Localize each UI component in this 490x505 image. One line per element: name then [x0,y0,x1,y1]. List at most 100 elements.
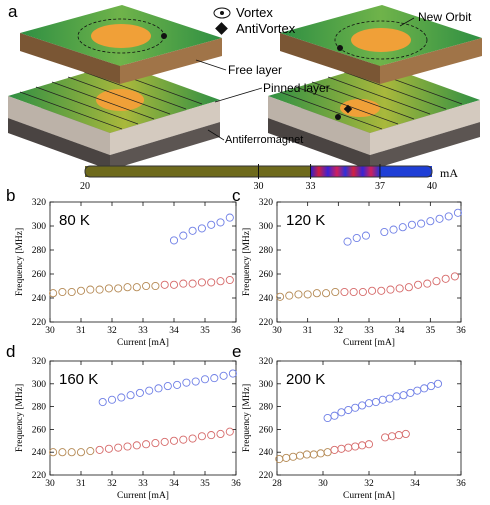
panel-letter: d [6,342,15,361]
data-point [95,285,104,294]
data-point [330,445,339,454]
data-point [426,217,435,226]
x-tick-label: 36 [456,479,466,489]
data-point [76,286,86,295]
temperature-label: 200 K [286,371,325,388]
antiferromagnet-label: Antiferromagnet [225,134,303,146]
current-bar-tick-label: 37 [375,181,385,192]
current-bar-unit: mA [440,166,458,180]
current-bar-tick-label: 33 [306,181,316,192]
panel-a-schematic: a [8,2,482,192]
data-point [435,214,444,223]
data-point [49,448,58,457]
x-axis-label: Current [mA] [343,338,395,348]
y-tick-label: 280 [259,403,274,413]
data-point [331,287,340,297]
x-tick-label: 35 [200,479,210,489]
current-bar-tick-label: 40 [427,181,437,192]
data-point [58,448,67,457]
data-point [142,440,151,449]
data-point [216,277,225,286]
y-tick-label: 220 [32,471,47,481]
data-point [98,397,107,407]
x-axis-label: Current [mA] [117,338,169,348]
new-orbit-ring [334,20,428,60]
y-tick-label: 240 [259,294,274,304]
data-point [142,281,151,291]
data-point [126,391,135,400]
current-bar-segment [310,166,380,177]
data-point [351,442,360,451]
data-point [349,287,358,297]
x-tick-label: 36 [231,326,241,336]
left-vortex-marker-icon [161,33,167,39]
left-pinned-disk [96,89,144,111]
data-point [179,435,188,444]
data-point [49,289,58,298]
left-free-disk [91,24,151,48]
panel-letter: e [232,342,241,361]
y-tick-label: 220 [32,318,47,328]
data-point [295,451,305,460]
y-tick-label: 280 [259,246,274,256]
data-point [86,285,95,294]
x-tick-label: 32 [107,479,117,489]
data-point [387,432,397,441]
antivortex-marker-icon [343,104,353,114]
x-tick-label: 36 [456,326,466,336]
y-tick-label: 300 [32,380,47,390]
y-tick-label: 320 [32,198,47,208]
data-point [358,441,367,450]
x-tick-label: 33 [364,326,374,336]
data-point [58,287,67,297]
y-axis-label: Frequency [MHz] [242,228,252,296]
data-point [294,290,303,299]
data-point [453,208,462,217]
data-point [398,223,407,232]
x-tick-label: 31 [76,326,86,336]
panel-a-letter: a [8,2,18,21]
y-tick-label: 240 [259,448,274,458]
data-point [117,393,126,402]
data-point [86,447,95,456]
data-point [169,436,179,445]
chart-d: d 30 31 32 33 34 35 36 220 240 260 280 300 320 Current… [6,342,241,501]
data-point [188,279,197,288]
legend-vortex-label: Vortex [236,5,273,20]
data-point [169,236,179,245]
data-point [385,394,394,403]
data-point [163,382,172,391]
data-point [344,443,353,452]
data-point [378,395,387,404]
data-point [392,392,401,401]
current-bar-tick-label: 20 [80,181,90,192]
data-point [169,280,179,289]
chart-b: b 30 31 32 33 34 35 36 220 240 260 280 300 320 Current… [6,186,241,348]
data-point [351,403,360,412]
data-point [123,442,132,451]
data-point [151,281,160,291]
data-point [427,382,436,391]
data-point [225,427,234,436]
x-tick-label: 30 [318,479,328,489]
data-point [210,374,219,383]
data-point [323,448,332,457]
y-tick-label: 260 [259,425,274,435]
data-point [225,275,234,285]
data-point [337,444,346,453]
data-point [364,399,374,408]
data-point [330,411,339,420]
x-tick-label: 30 [45,326,55,336]
data-point [343,237,352,246]
data-point [312,289,321,298]
left-device-stack [8,5,222,170]
data-point [361,231,370,240]
x-tick-label: 34 [395,326,405,336]
data-point [358,401,367,410]
x-tick-label: 33 [138,326,148,336]
x-tick-label: 32 [364,479,374,489]
y-tick-label: 280 [32,403,47,413]
data-point [386,285,395,294]
data-point [380,227,389,237]
data-point [123,283,132,292]
